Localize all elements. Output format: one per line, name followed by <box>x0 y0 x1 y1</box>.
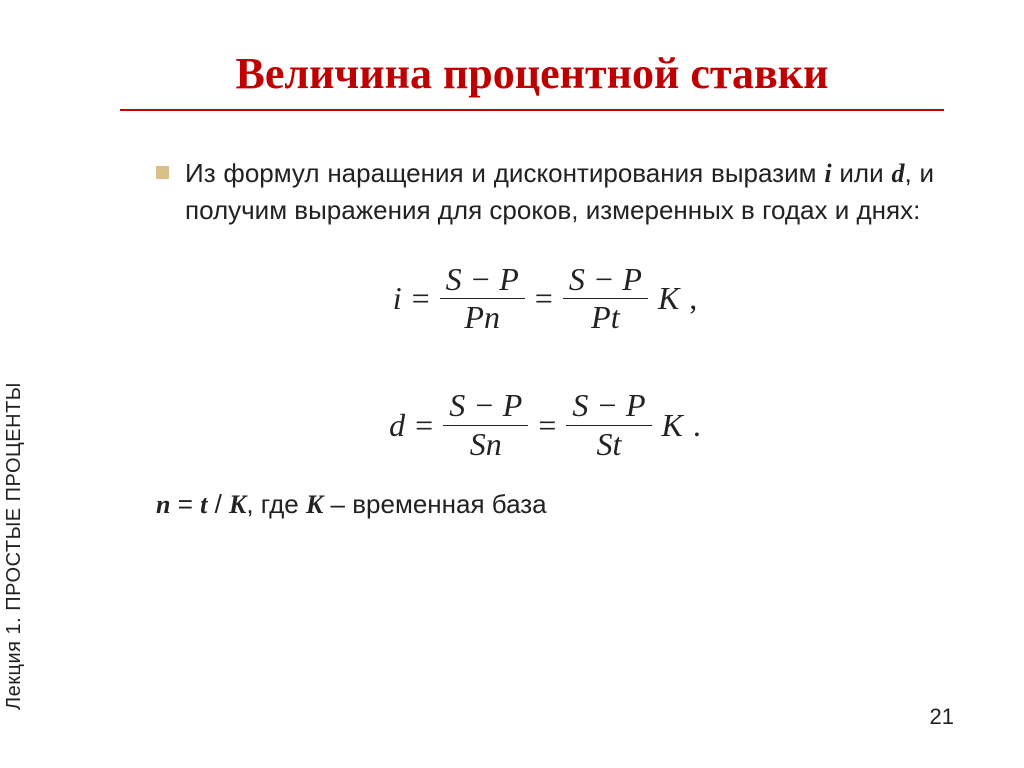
f2-frac1-den: Sn <box>464 428 508 462</box>
f2-frac1: S − P Sn <box>443 389 528 461</box>
f2-frac2-num: S − P <box>566 389 651 423</box>
note-K2: K <box>306 490 323 519</box>
f1-lhs: i <box>393 280 402 317</box>
f1-punct: , <box>689 280 697 317</box>
f1-frac1: S − P Pn <box>440 263 525 335</box>
f2-eq: = <box>415 407 433 444</box>
note-line: n = t / K, где K – временная база <box>156 489 934 520</box>
f2-frac2: S − P St <box>566 389 651 461</box>
p-pre: Из формул наращения и дисконтирования вы… <box>185 158 824 188</box>
formula-1-block: i = S − P Pn = S − P Pt K, <box>156 263 934 335</box>
f1-frac2-num: S − P <box>563 263 648 297</box>
sidebar-lecture-label: Лекция 1. ПРОСТЫЕ ПРОЦЕНТЫ <box>3 410 26 710</box>
slide-title: Величина процентной ставки <box>120 48 944 99</box>
f2-tail: K <box>662 407 683 444</box>
formula-1: i = S − P Pn = S − P Pt K, <box>393 263 698 335</box>
formula-2: d = S − P Sn = S − P St K. <box>389 389 701 461</box>
var-d: d <box>891 159 904 188</box>
f2-eq2: = <box>538 407 556 444</box>
f2-punct: . <box>693 407 701 444</box>
note-eq: = <box>170 489 200 519</box>
page-number: 21 <box>930 704 954 730</box>
title-underline <box>120 109 944 111</box>
note-n: n <box>156 490 170 519</box>
formula-2-block: d = S − P Sn = S − P St K. <box>156 389 934 461</box>
bullet-icon <box>156 166 169 179</box>
f2-frac2-den: St <box>591 428 628 462</box>
intro-paragraph: Из формул наращения и дисконтирования вы… <box>185 155 934 229</box>
note-rest: , где <box>246 489 306 519</box>
body-area: Из формул наращения и дисконтирования вы… <box>120 155 944 520</box>
note-rest2: – временная база <box>323 489 546 519</box>
var-i: i <box>824 159 831 188</box>
f1-frac2: S − P Pt <box>563 263 648 335</box>
f1-frac1-den: Pn <box>458 301 506 335</box>
note-K: K <box>229 490 246 519</box>
f2-frac1-num: S − P <box>443 389 528 423</box>
f2-lhs: d <box>389 407 405 444</box>
f1-frac1-num: S − P <box>440 263 525 297</box>
p-mid1: или <box>832 158 892 188</box>
f1-eq: = <box>412 280 430 317</box>
note-slash: / <box>207 489 229 519</box>
bullet-row: Из формул наращения и дисконтирования вы… <box>156 155 934 229</box>
f1-eq2: = <box>535 280 553 317</box>
slide: Величина процентной ставки Из формул нар… <box>0 0 1024 768</box>
f1-frac2-den: Pt <box>585 301 625 335</box>
f1-tail: K <box>658 280 679 317</box>
